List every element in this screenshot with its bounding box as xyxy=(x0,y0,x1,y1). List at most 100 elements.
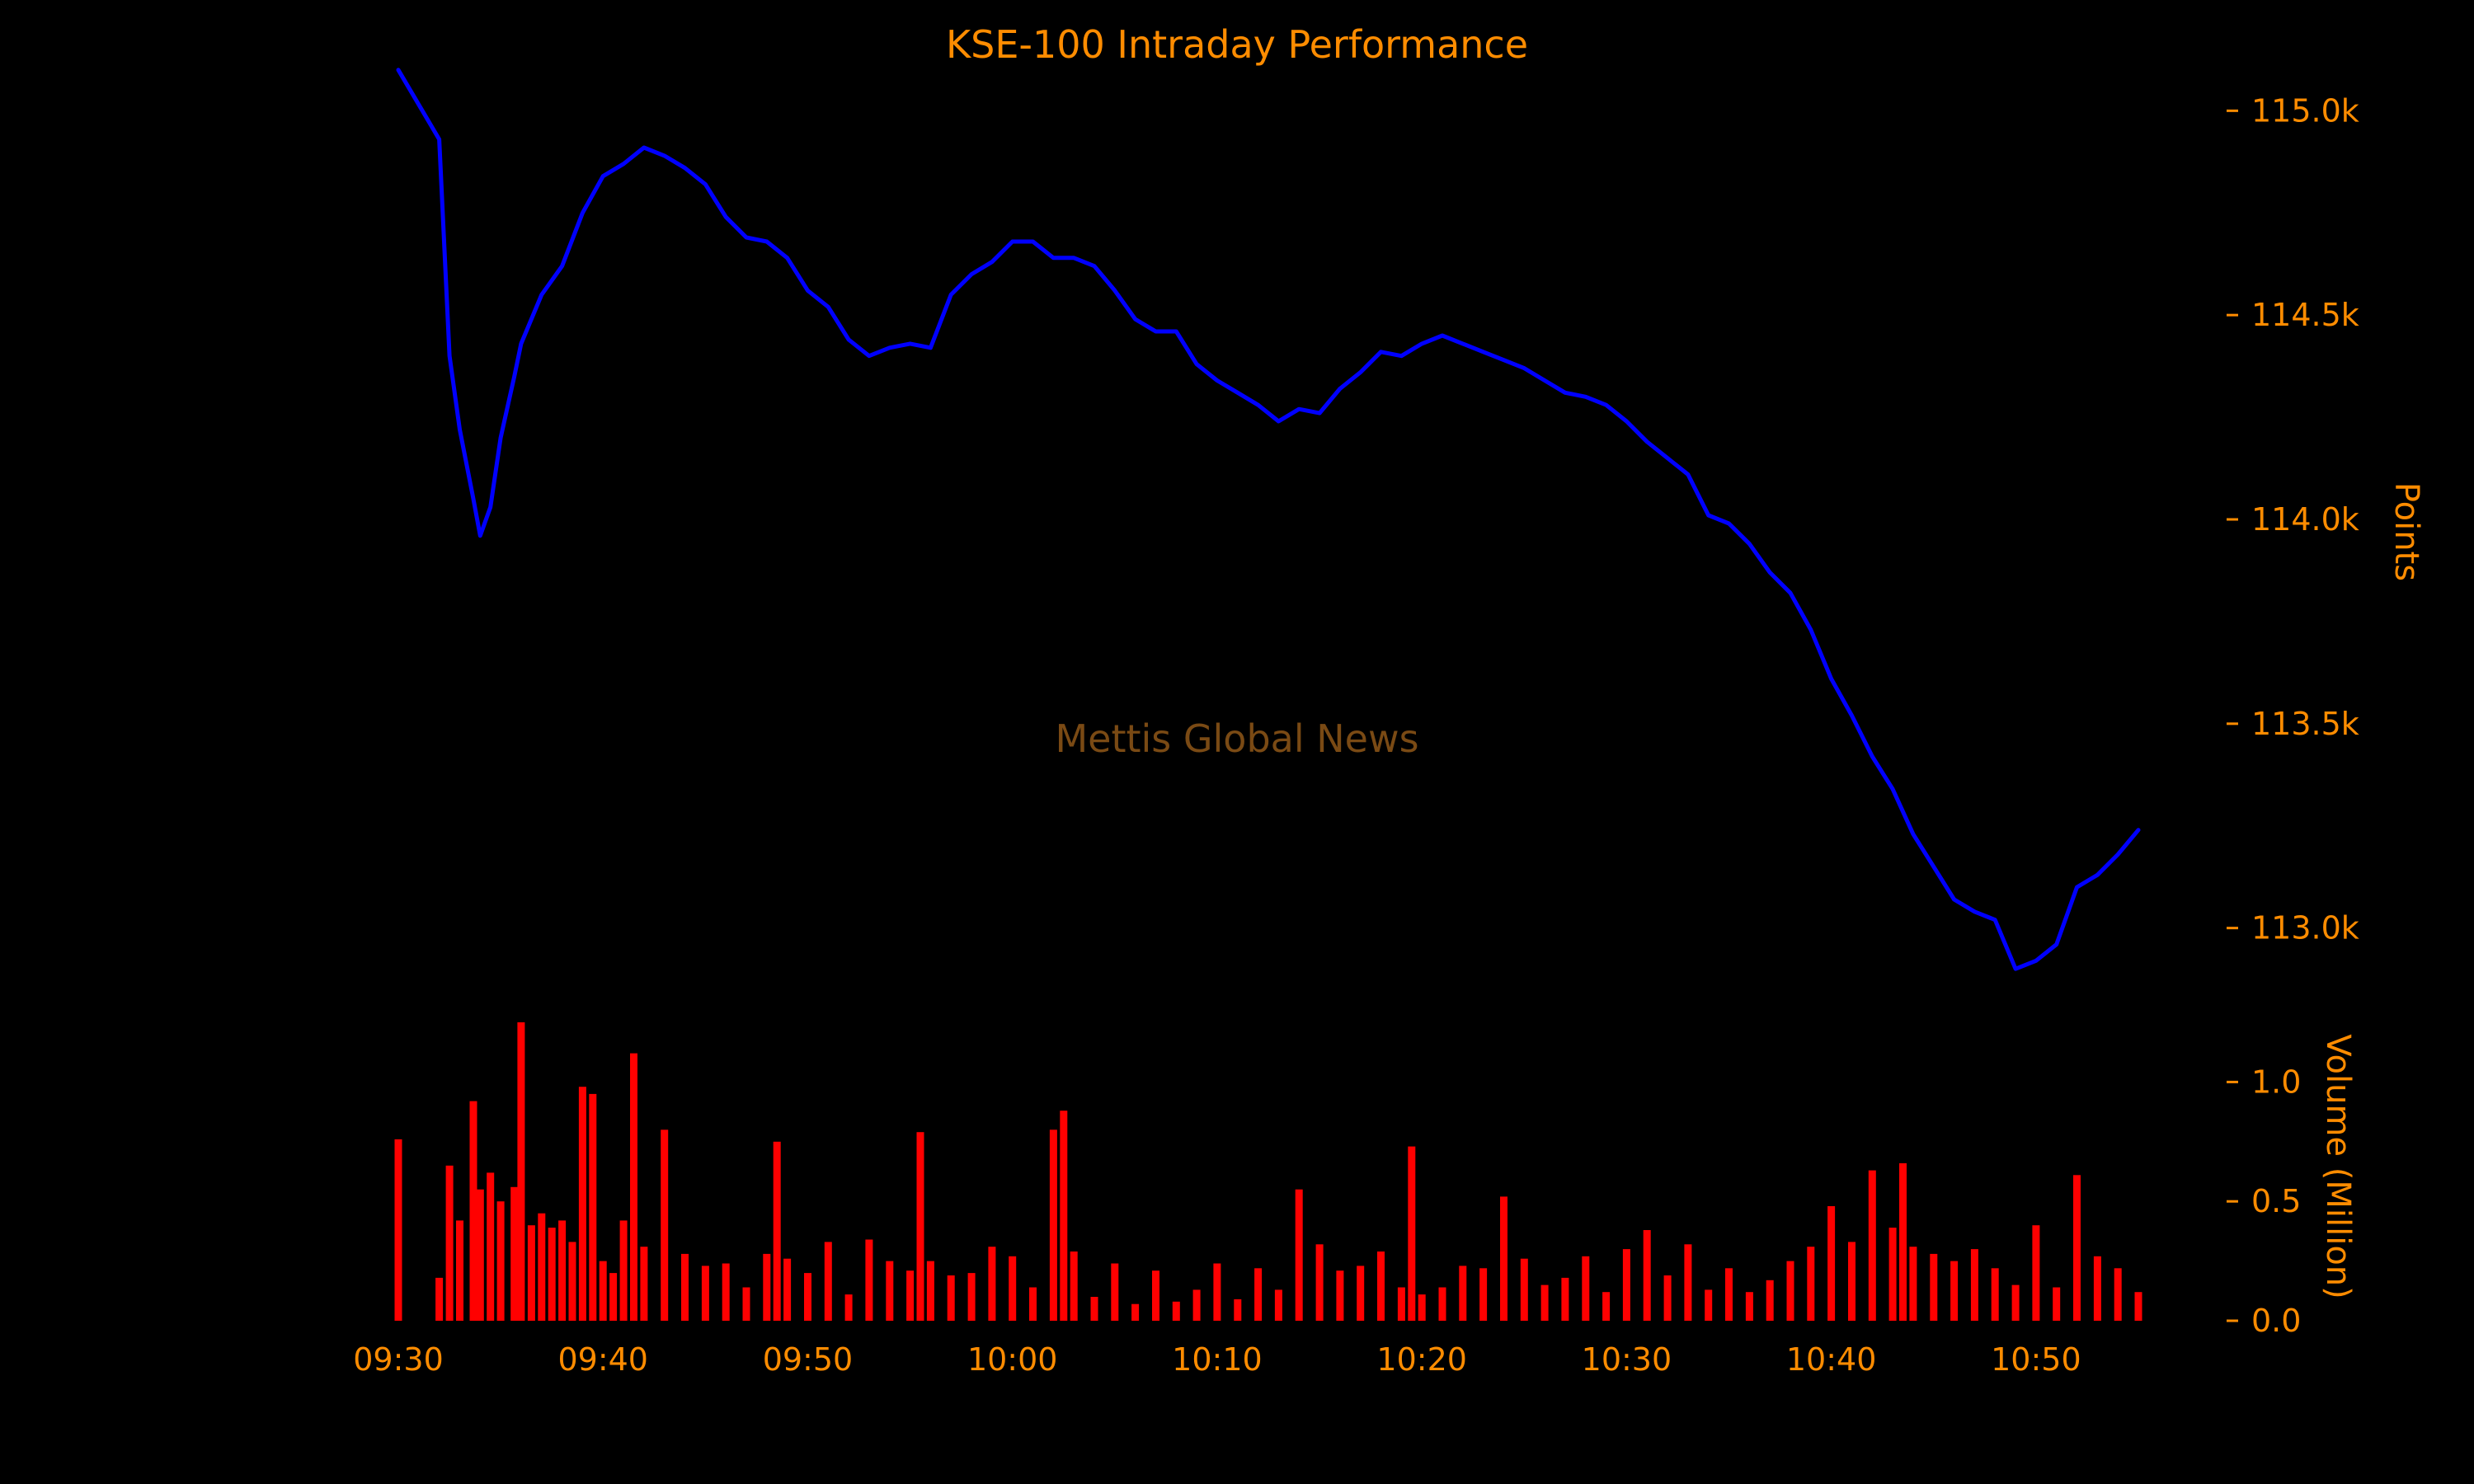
volume-bar xyxy=(804,1273,811,1321)
volume-bar xyxy=(527,1225,535,1321)
volume-bar xyxy=(1234,1298,1242,1321)
volume-tick-label: 0.5 xyxy=(2251,1183,2301,1219)
volume-bar xyxy=(1254,1268,1263,1321)
volume-bar xyxy=(1315,1244,1324,1321)
volume-bar xyxy=(1848,1242,1856,1321)
volume-bar xyxy=(1888,1228,1897,1321)
volume-bar xyxy=(538,1213,546,1321)
volume-bar xyxy=(1663,1275,1672,1321)
x-tick-label: 09:30 xyxy=(353,1341,444,1378)
volume-bar xyxy=(1418,1294,1426,1321)
x-axis: 09:30 09:40 09:50 10:00 10:10 10:20 10:30 10:40… xyxy=(353,1341,2081,1378)
volume-bar xyxy=(1643,1230,1651,1321)
volume-bar xyxy=(2134,1292,2142,1321)
volume-bar xyxy=(1131,1303,1140,1321)
volume-bar xyxy=(487,1172,495,1321)
volume-bar xyxy=(1827,1206,1836,1321)
volume-bars xyxy=(394,1022,2142,1321)
x-tick-label: 09:50 xyxy=(763,1341,854,1378)
volume-bar xyxy=(578,1087,586,1321)
volume-bar xyxy=(469,1101,477,1321)
volume-bar xyxy=(510,1186,519,1321)
volume-bar xyxy=(906,1270,915,1321)
volume-bar xyxy=(630,1053,637,1321)
volume-bar xyxy=(1500,1196,1507,1321)
volume-bar xyxy=(456,1220,463,1321)
volume-bar xyxy=(1950,1261,1959,1321)
volume-bar xyxy=(1705,1289,1713,1321)
volume-bar xyxy=(1049,1129,1057,1321)
volume-bar xyxy=(1274,1289,1282,1321)
volume-bar xyxy=(476,1189,484,1321)
volume-bar xyxy=(988,1247,996,1321)
x-tick-label: 09:40 xyxy=(557,1341,648,1378)
volume-bar xyxy=(1060,1111,1068,1321)
volume-bar xyxy=(1582,1256,1590,1321)
volume-bar xyxy=(1899,1162,1907,1321)
volume-bar xyxy=(763,1253,771,1321)
volume-bar xyxy=(568,1242,576,1321)
volume-bar xyxy=(1172,1301,1180,1321)
volume-bar xyxy=(1295,1189,1303,1321)
watermark: Mettis Global News xyxy=(1055,716,1418,761)
volume-tick-label: 0.0 xyxy=(2251,1303,2301,1339)
volume-bar xyxy=(558,1220,567,1321)
volume-bar xyxy=(681,1253,689,1321)
price-y-axis: 113.0k 113.5k 114.0k 114.5k 115.0k xyxy=(2227,92,2359,946)
volume-bar xyxy=(916,1132,924,1321)
volume-bar xyxy=(1408,1146,1416,1321)
volume-bar xyxy=(1786,1261,1794,1321)
price-tick-label: 115.0k xyxy=(2251,92,2359,129)
volume-bar xyxy=(1540,1284,1549,1321)
volume-bar xyxy=(947,1275,955,1321)
volume-bar xyxy=(589,1093,597,1321)
x-tick-label: 10:50 xyxy=(1991,1341,2081,1378)
volume-bar xyxy=(1745,1292,1753,1321)
volume-bar xyxy=(1070,1252,1078,1321)
volume-bar xyxy=(445,1165,454,1321)
volume-bar xyxy=(1520,1258,1528,1321)
volume-bar xyxy=(1561,1277,1569,1321)
volume-bar xyxy=(1009,1256,1017,1321)
volume-bar xyxy=(548,1228,556,1321)
chart-title: KSE-100 Intraday Performance xyxy=(946,22,1528,67)
volume-bar xyxy=(1684,1244,1692,1321)
volume-bar xyxy=(1622,1249,1630,1321)
x-tick-label: 10:00 xyxy=(967,1341,1058,1378)
volume-bar xyxy=(1029,1287,1037,1321)
volume-bar xyxy=(926,1261,934,1321)
volume-bar xyxy=(1602,1292,1611,1321)
volume-bar xyxy=(1930,1253,1938,1321)
volume-bar xyxy=(394,1139,402,1321)
price-line xyxy=(396,68,2141,971)
volume-bar xyxy=(1192,1289,1201,1321)
volume-bar xyxy=(1357,1266,1365,1321)
volume-bar xyxy=(599,1261,607,1321)
volume-bar xyxy=(609,1273,618,1321)
volume-bar xyxy=(661,1129,669,1321)
price-tick-label: 113.0k xyxy=(2251,910,2359,946)
volume-bar xyxy=(1152,1270,1159,1321)
volume-bar xyxy=(1909,1247,1917,1321)
volume-bar xyxy=(1397,1287,1405,1321)
volume-bar xyxy=(1336,1270,1344,1321)
volume-bar xyxy=(2011,1284,2020,1321)
volume-bar xyxy=(2073,1175,2081,1321)
volume-bar xyxy=(722,1263,730,1321)
volume-bar xyxy=(1970,1249,1978,1321)
volume-bar xyxy=(1459,1266,1467,1321)
volume-bar xyxy=(1213,1263,1221,1321)
volume-bar xyxy=(640,1247,648,1321)
volume-bar xyxy=(865,1239,873,1321)
volume-y-axis: 0.0 0.5 1.0 xyxy=(2227,1064,2301,1339)
volume-bar xyxy=(2032,1225,2040,1321)
x-tick-label: 10:10 xyxy=(1172,1341,1263,1378)
volume-bar xyxy=(496,1201,505,1321)
price-line-group xyxy=(396,68,2141,971)
volume-bar xyxy=(886,1261,894,1321)
volume-bar xyxy=(824,1242,832,1321)
volume-bar xyxy=(1766,1280,1774,1321)
price-tick-label: 114.5k xyxy=(2251,297,2359,333)
volume-bar xyxy=(2114,1268,2122,1321)
